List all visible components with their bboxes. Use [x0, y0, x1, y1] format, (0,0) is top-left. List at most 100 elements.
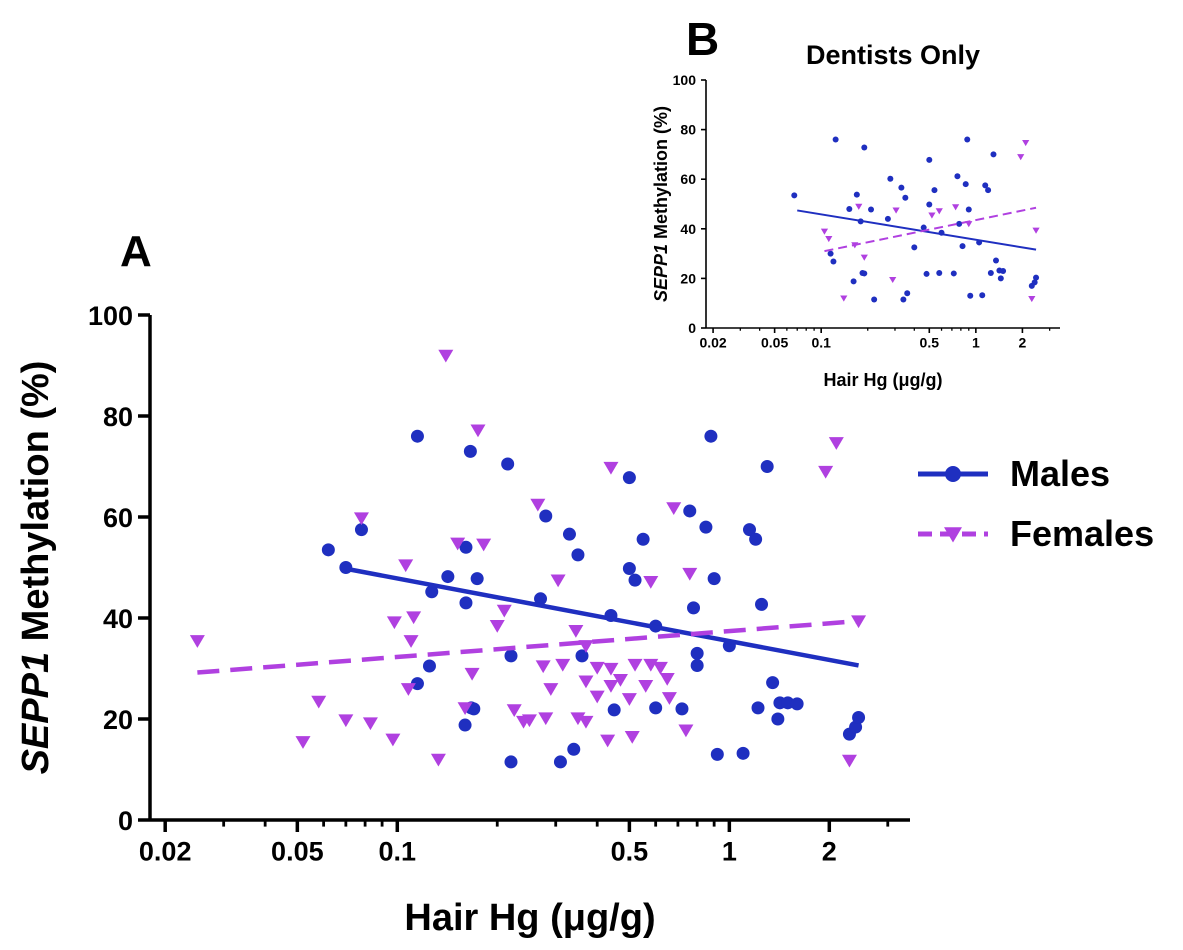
panel-a-males-point	[354, 523, 368, 537]
panel-a-females-point	[603, 662, 619, 676]
panel-a-females-point	[543, 683, 559, 696]
panel-a-y-tick-label: 40	[103, 604, 133, 634]
panel-b-males-point	[920, 224, 927, 231]
panel-a-males-point	[742, 523, 756, 537]
panel-b-males-point	[997, 275, 1004, 282]
panel-a-females-point	[638, 680, 654, 693]
panel-a-males-point	[675, 702, 689, 716]
panel-b-males-point	[853, 191, 860, 198]
panel-a-females-point	[403, 635, 419, 648]
panel-b-females-point	[952, 204, 960, 211]
panel-b-females-point	[825, 236, 833, 243]
panel-b-males-point	[987, 269, 994, 276]
panel-b-males-point	[993, 257, 1000, 264]
panel-a-females-point	[682, 567, 698, 581]
panel-a-females-point	[311, 695, 327, 709]
panel-a-males-point	[459, 540, 473, 554]
panel-a-x-axis-label: Hair Hg (μg/g)	[404, 897, 655, 939]
legend-males-marker	[945, 466, 961, 482]
panel-a-females-point	[406, 611, 422, 625]
panel-a-females-point	[362, 717, 378, 731]
panel-a-males-point	[755, 597, 769, 611]
panel-a-y-tick-label: 100	[88, 301, 133, 331]
panel-a-males-point	[504, 755, 518, 769]
panel-b-x-axis-label: Hair Hg (μg/g)	[823, 370, 942, 390]
panel-b-males-point	[1031, 279, 1038, 286]
panel-a-females-point	[627, 658, 643, 672]
panel-a-males-point	[425, 585, 439, 599]
panel-a-x-tick-label: 0.1	[379, 836, 417, 866]
panel-b-males-point	[902, 194, 909, 201]
panel-b-males-point	[850, 278, 857, 285]
panel-a-females-point	[457, 702, 473, 716]
panel-b-males-point	[791, 192, 798, 199]
panel-b-y-axis-label-rest: Methylation (%)	[651, 106, 671, 244]
panel-a-males-point	[553, 755, 567, 769]
panel-b-y-tick-label: 80	[680, 122, 696, 138]
panel-a-x-tick-label: 0.05	[271, 836, 324, 866]
panel-b-females-point	[1017, 154, 1025, 161]
panel-b-males-point	[830, 258, 837, 265]
panel-b-males-point	[956, 220, 963, 227]
panel-b-x-tick-label: 0.1	[811, 335, 831, 351]
legend-females-label: Females	[1010, 513, 1154, 554]
panel-a-females-point	[538, 712, 554, 726]
panel-a-y-tick-label: 60	[103, 503, 133, 533]
panel-a-females-point	[603, 461, 619, 475]
panel-a-females-point	[189, 635, 205, 648]
panel-a-females-point	[353, 512, 369, 526]
panel-a-females-fit-line	[197, 618, 859, 675]
panel-a-females-point	[589, 661, 605, 675]
panel-a-males-point	[751, 701, 765, 715]
panel-b-males-point	[904, 290, 911, 297]
panel-a-females-point	[666, 502, 682, 516]
panel-a-females-point	[578, 675, 594, 689]
panel-b-x-tick-label: 0.05	[761, 335, 788, 351]
panel-b-males-point	[926, 156, 933, 163]
panel-b-x-tick-label: 2	[1019, 335, 1027, 351]
panel-a-females-point	[570, 712, 586, 726]
panel-a-females-point	[578, 715, 594, 729]
panel-b-males-point	[936, 269, 943, 276]
panel-a-females-point	[568, 625, 584, 638]
panel-a-females-point	[624, 731, 640, 744]
panel-b-females-point	[1032, 227, 1040, 234]
panel-a-females-point	[400, 683, 416, 696]
panel-b-x-tick-label: 1	[972, 335, 980, 351]
panel-b-males-point	[861, 144, 868, 151]
panel-a-males-point	[622, 562, 636, 576]
panel-b-males-point	[832, 136, 839, 143]
panel-a-males-point	[339, 561, 353, 574]
panel-a-females-point	[450, 537, 466, 551]
panel-a-females-point	[430, 753, 446, 767]
panel-a-males-point	[636, 532, 650, 546]
panel-a-males-point	[687, 601, 701, 615]
panel-a-males-point	[710, 747, 724, 761]
panel-a-males-point	[683, 504, 697, 518]
panel-a-males-point	[760, 460, 774, 473]
panel-a-x-tick-label: 0.02	[139, 836, 192, 866]
panel-a-males-point	[567, 742, 581, 756]
panel-a-y-axis-label-rest: Methylation (%)	[15, 361, 57, 652]
panel-a-females-point	[621, 693, 637, 706]
panel-a-males-point	[458, 718, 472, 732]
panel-b-y-tick-label: 100	[673, 72, 697, 88]
panel-b-females-point	[935, 208, 943, 215]
panel-a-females-point	[828, 437, 844, 450]
panel-a-females-point	[506, 704, 522, 718]
panel-a-females-point	[600, 734, 616, 748]
panel-b-letter: B	[686, 13, 719, 65]
panel-b-females-point	[892, 207, 900, 214]
panel-b-males-point	[911, 244, 918, 251]
panel-a-females-point	[521, 714, 537, 728]
panel-a-males-point	[459, 596, 473, 610]
panel-b-y-axis-label-gene: SEPP1	[651, 244, 671, 302]
panel-b-males-point	[1000, 267, 1007, 274]
panel-a-females-point	[464, 667, 480, 681]
panel-b-females-point	[889, 276, 897, 284]
panel-b-males-point	[884, 215, 891, 222]
panel-a-females-point	[841, 754, 857, 768]
panel-b-males-point	[1033, 274, 1040, 281]
panel-a-females-point	[398, 559, 414, 573]
